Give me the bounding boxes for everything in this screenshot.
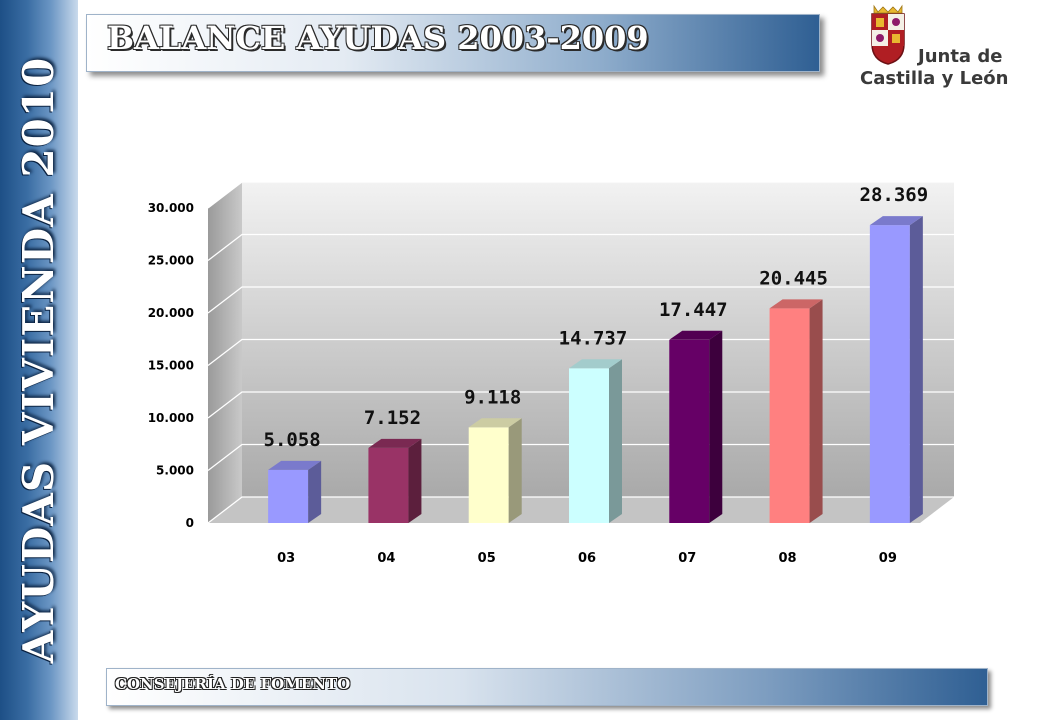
bar [569, 359, 622, 523]
bar-top [869, 216, 923, 226]
bar-front [869, 225, 910, 524]
page-title: BALANCE AYUDAS 2003-2009 [107, 19, 649, 57]
bars [268, 216, 923, 524]
bar-front [769, 308, 810, 523]
gridline [207, 286, 954, 314]
data-label: 5.058 [264, 429, 321, 451]
bar-top [769, 299, 823, 309]
junta-logo: Junta de Castilla y León [858, 4, 1018, 90]
x-tick-label: 03 [277, 551, 295, 566]
y-tick-label: 15.000 [148, 359, 194, 373]
footer-banner: CONSEJERÍA DE FOMENTO [106, 668, 988, 706]
y-tick-label: 30.000 [148, 201, 194, 215]
bar-side [508, 418, 522, 523]
x-tick-label: 06 [578, 551, 596, 566]
x-tick-label: 09 [879, 551, 897, 566]
logo-text-line2: Castilla y León [860, 68, 1009, 89]
y-tick-label: 0 [186, 516, 194, 530]
bar [869, 216, 923, 524]
title-banner: BALANCE AYUDAS 2003-2009 [86, 14, 820, 72]
bar-front [268, 469, 309, 523]
bar-side [408, 438, 422, 523]
y-tick-label: 5.000 [156, 464, 194, 478]
bar-top [569, 359, 622, 369]
bar-top [669, 330, 723, 340]
x-axis-labels: 03 04 05 06 07 08 09 [277, 551, 897, 566]
bar-side [909, 216, 923, 524]
side-bar: AYUDAS VIVIENDA 2010 [0, 0, 78, 720]
data-label: 20.445 [759, 267, 828, 289]
x-tick-label: 08 [779, 551, 797, 566]
bar-top [268, 460, 322, 470]
gridline [207, 181, 954, 209]
bar [769, 299, 823, 523]
bar [669, 330, 723, 523]
y-tick-label: 25.000 [148, 254, 194, 268]
bar-top [368, 438, 422, 448]
y-tick-label: 20.000 [148, 306, 194, 320]
bar-front [569, 368, 609, 523]
coat-of-arms-icon [871, 4, 905, 65]
data-label: 7.152 [364, 407, 421, 429]
bar-front [468, 427, 509, 523]
bar-top [468, 418, 522, 428]
bar-front [368, 447, 409, 523]
data-labels: 5.058 7.152 9.118 14.737 17.447 20.445 28.369 [264, 184, 929, 451]
x-tick-label: 04 [377, 551, 395, 566]
bar-front [669, 339, 710, 523]
bar-side [709, 330, 723, 523]
bar [368, 438, 422, 523]
y-tick-label: 10.000 [148, 411, 194, 425]
bar-side [809, 299, 823, 523]
data-label: 14.737 [559, 327, 628, 349]
bar [468, 418, 522, 523]
y-axis-ticks: 0 5.000 10.000 15.000 20.000 25.000 30.000 [148, 201, 194, 530]
bar [268, 460, 322, 523]
gridline [207, 233, 954, 262]
bar-side [308, 460, 322, 523]
x-tick-label: 07 [678, 551, 696, 566]
logo-text-line1: Junta de [918, 46, 1003, 67]
bar-side [609, 359, 622, 523]
data-label: 28.369 [860, 184, 929, 206]
data-label: 9.118 [464, 386, 521, 408]
data-label: 17.447 [659, 299, 728, 321]
x-tick-label: 05 [478, 551, 496, 566]
footer-label: CONSEJERÍA DE FOMENTO [115, 675, 351, 693]
